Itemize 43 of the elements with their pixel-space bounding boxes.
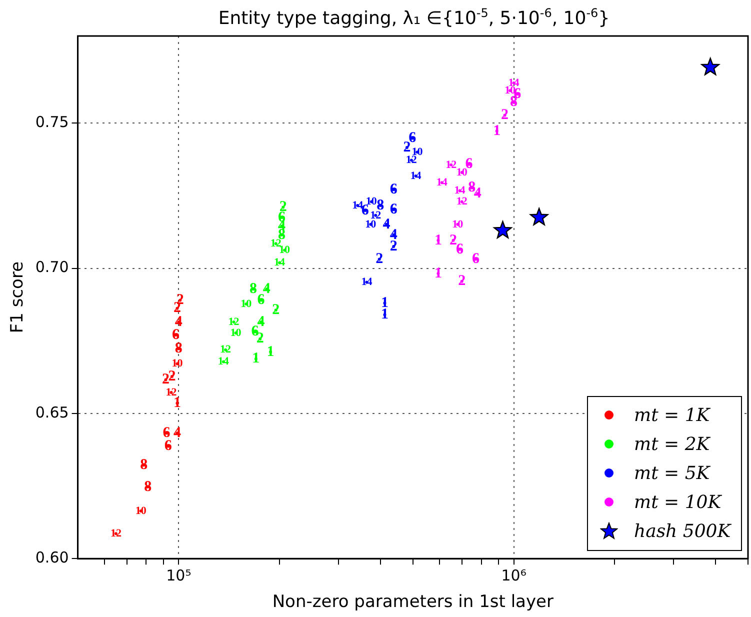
legend-label: mt = 1K	[634, 404, 710, 426]
annotation: 10	[240, 298, 252, 310]
annotation: 10	[135, 504, 147, 517]
annotation: 14	[218, 356, 230, 368]
annotation: 6	[172, 326, 180, 343]
annotation: 10	[452, 218, 464, 230]
annotation: 14	[410, 170, 422, 182]
annotation: 12	[406, 154, 418, 166]
annotation: 10	[456, 166, 468, 178]
annotation: 8	[140, 456, 148, 473]
legend-label: mt = 10K	[634, 492, 722, 513]
annotation: 10	[172, 358, 184, 370]
annotation: 10	[279, 244, 291, 256]
legend-label: hash 500K	[634, 520, 731, 542]
annotation: 8	[250, 281, 258, 298]
annotation: 12	[220, 344, 232, 356]
annotation: 6	[472, 251, 480, 268]
annotation: 12	[166, 386, 178, 398]
annotation: 6	[408, 130, 417, 146]
annotation: 6	[257, 292, 266, 308]
legend-label: mt = 5K	[634, 462, 710, 484]
annotation: 6	[390, 181, 398, 198]
x-tick-label: 10⁶	[501, 566, 526, 584]
y-tick-label: 0.70	[35, 258, 69, 276]
annotation: 12	[110, 527, 122, 540]
x-tick-label: 10⁵	[166, 566, 192, 584]
y-axis-title: F1 score	[8, 261, 28, 334]
x-axis-title: Non-zero parameters in 1st layer	[272, 592, 554, 612]
annotation: 6	[251, 324, 260, 340]
annotation: 8	[174, 340, 182, 357]
y-tick-label: 0.60	[35, 548, 69, 566]
annotation: 14	[274, 256, 286, 269]
chart-title: Entity type tagging, λ₁ ∈{10$^{-5}$, 5·10$^{-6}$, 10$^{-6}$}	[217, 6, 611, 29]
annotation: 6	[456, 241, 464, 258]
annotation: 12	[446, 158, 458, 171]
legend-label: mt = 2K	[634, 434, 710, 455]
annotation: 6	[390, 201, 398, 218]
annotation: 12	[228, 316, 240, 328]
annotation: 14	[436, 176, 448, 188]
y-tick-label: 0.65	[35, 403, 69, 422]
y-tick-label: 0.75	[35, 112, 69, 131]
annotation: 10	[230, 326, 242, 339]
annotation: 12	[456, 196, 468, 208]
